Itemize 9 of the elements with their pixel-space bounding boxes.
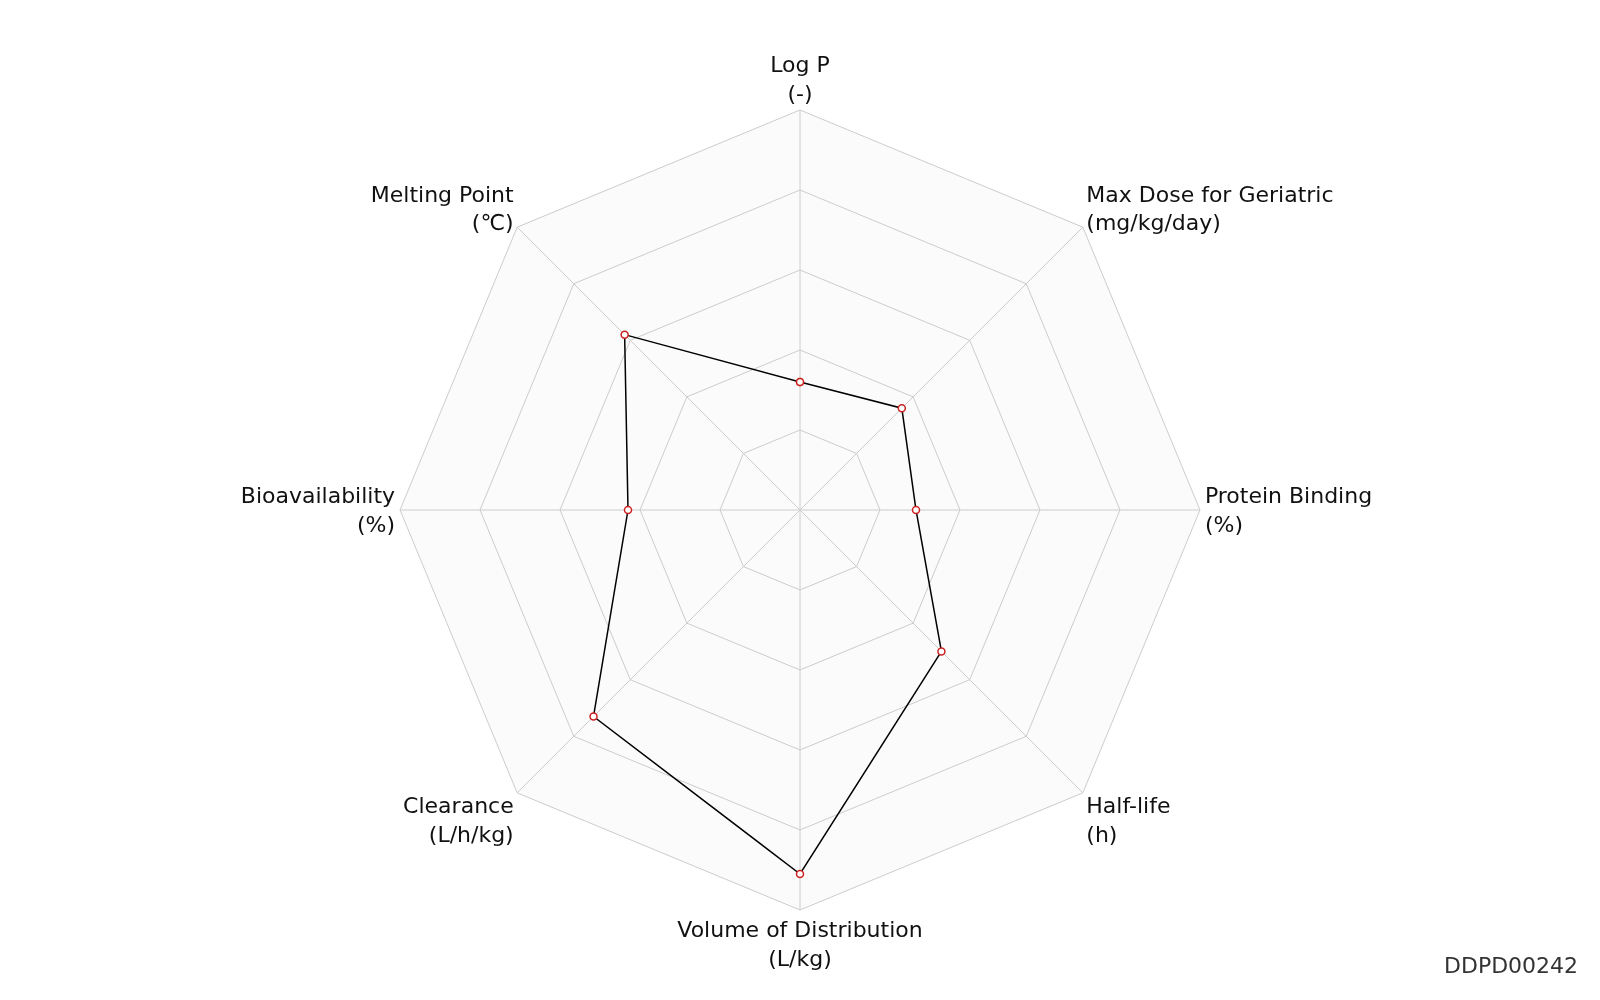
spoke-label: Bioavailability (%): [240, 483, 396, 537]
spoke-label: Protein Binding (%): [1204, 483, 1373, 537]
spoke-label: Volume of Distribution (L/kg): [677, 916, 923, 971]
text: DDPD00242: [1444, 953, 1579, 978]
spoke-label: Half-life (h): [1086, 793, 1171, 847]
spoke-label: Clearance (L/h/kg): [403, 793, 514, 847]
spoke-label: Max Dose for Geriatric (mg/kg/day): [1086, 181, 1334, 236]
spoke-label: Melting Point (℃): [370, 181, 515, 236]
spoke-label: Log P (-): [770, 52, 830, 106]
